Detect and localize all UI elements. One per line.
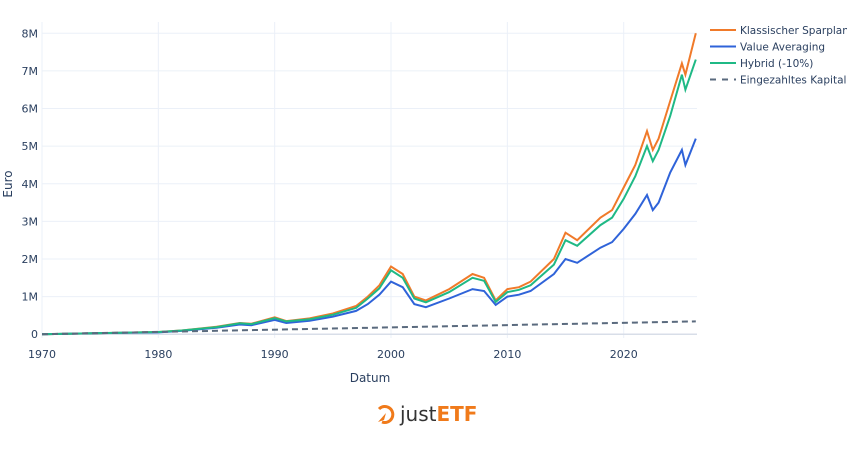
- series-line: [41, 138, 697, 336]
- legend-item[interactable]: Hybrid (-10%): [740, 58, 813, 70]
- y-tick-label: 0: [31, 328, 38, 341]
- series-line: [41, 320, 696, 336]
- legend-item[interactable]: Value Averaging: [740, 42, 825, 54]
- grid: [41, 22, 697, 338]
- y-axis-label: Euro: [1, 170, 15, 197]
- series-line: [41, 59, 697, 336]
- x-tick-label: 1990: [261, 348, 289, 361]
- x-tick-label: 1970: [28, 348, 56, 361]
- y-tick-label: 5M: [22, 140, 39, 153]
- y-tick-label: 8M: [22, 27, 39, 40]
- y-tick-label: 4M: [22, 178, 39, 191]
- legend: Klassischer Sparplan Value Averaging Hybri…: [710, 25, 847, 87]
- y-tick-label: 7M: [22, 65, 39, 78]
- tick-labels: 1970 1980 1990 2000 2010 2020 0 1M 2M 3M 4M 5M 6M 7M 8…: [22, 27, 638, 361]
- y-tick-label: 2M: [22, 253, 39, 266]
- y-tick-label: 1M: [22, 291, 39, 304]
- legend-item[interactable]: Klassischer Sparplan: [740, 25, 847, 37]
- justetf-logo: justETF: [374, 402, 477, 426]
- logo-icon: [377, 405, 395, 424]
- x-tick-label: 2000: [377, 348, 405, 361]
- x-tick-label: 2020: [610, 348, 638, 361]
- logo-text: just: [400, 402, 437, 426]
- line-chart: 1970 1980 1990 2000 2010 2020 0 1M 2M 3M 4M 5M 6M 7M 8…: [1, 22, 847, 385]
- logo-text-etf: ETF: [436, 402, 478, 426]
- series-lines: [41, 33, 697, 336]
- y-tick-label: 6M: [22, 103, 39, 116]
- x-axis-label: Datum: [350, 371, 391, 385]
- legend-item[interactable]: Eingezahltes Kapital: [740, 75, 846, 87]
- x-tick-label: 2010: [493, 348, 521, 361]
- x-tick-label: 1980: [144, 348, 172, 361]
- y-tick-label: 3M: [22, 215, 39, 228]
